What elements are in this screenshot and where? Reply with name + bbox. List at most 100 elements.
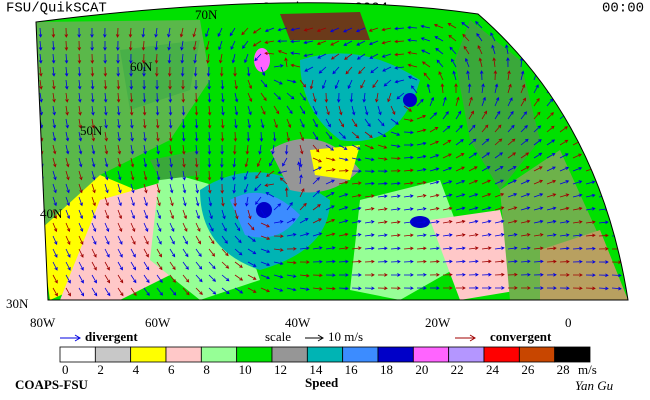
wind-arrow	[286, 247, 297, 251]
wind-arrow	[624, 168, 628, 172]
wind-arrow	[598, 273, 609, 278]
wind-arrow	[338, 131, 346, 139]
colorbar-bin	[377, 346, 414, 363]
wind-arrow	[234, 287, 244, 294]
wind-arrow	[129, 66, 133, 77]
wind-arrow	[142, 79, 146, 90]
wind-arrow	[533, 139, 542, 146]
wind-arrow	[598, 286, 609, 291]
wind-arrow	[129, 79, 134, 90]
wind-arrow	[234, 209, 239, 220]
wind-arrow	[78, 196, 83, 207]
wind-arrow	[115, 27, 120, 38]
wind-arrow	[194, 79, 198, 90]
wind-arrow	[156, 287, 163, 296]
wind-arrow	[218, 40, 223, 51]
wind-arrow	[39, 196, 44, 207]
wind-arrow	[104, 170, 109, 181]
colorbar-tick-label: 12	[274, 362, 287, 377]
wind-arrow	[546, 139, 556, 146]
wind-arrow	[143, 183, 148, 194]
wind-arrow	[611, 220, 622, 225]
wind-arrow	[390, 194, 401, 198]
wind-arrow	[546, 125, 555, 133]
wind-arrow	[77, 66, 82, 77]
wind-arrow	[481, 179, 491, 185]
wind-arrow	[494, 206, 505, 211]
wind-arrow	[78, 209, 84, 220]
wind-arrow	[546, 233, 557, 237]
wind-arrow	[572, 72, 580, 81]
wind-arrow	[598, 114, 608, 120]
wind-arrow	[143, 261, 150, 271]
wind-arrow	[463, 45, 470, 55]
wind-arrow	[338, 193, 349, 198]
wind-arrow	[142, 66, 146, 77]
wind-arrow	[598, 154, 609, 159]
wind-arrow	[377, 169, 388, 173]
wind-arrow	[624, 260, 628, 265]
wind-arrow	[344, 53, 353, 60]
wind-arrow	[221, 235, 228, 244]
wind-arrow	[195, 248, 202, 258]
wind-arrow	[156, 222, 162, 232]
wind-arrow	[299, 260, 310, 264]
wind-arrow	[442, 125, 451, 133]
wind-arrow	[572, 153, 582, 159]
wind-arrow	[299, 144, 304, 155]
wind-arrow	[116, 53, 120, 64]
wind-arrow	[364, 220, 375, 224]
wind-arrow	[420, 37, 431, 42]
wind-arrow	[494, 233, 505, 237]
wind-arrow	[130, 248, 136, 258]
wind-arrow	[169, 248, 176, 258]
wind-arrow	[481, 152, 491, 159]
wind-arrow	[279, 177, 288, 185]
wind-arrow	[129, 105, 134, 116]
wind-arrow	[507, 179, 517, 185]
wind-arrow	[351, 206, 362, 211]
wind-arrow	[221, 261, 230, 269]
wind-arrow	[156, 144, 160, 155]
wind-arrow	[312, 218, 322, 224]
wind-arrow	[478, 57, 483, 68]
wind-arrow	[169, 261, 176, 271]
wind-arrow	[494, 272, 505, 277]
wind-arrow	[533, 206, 544, 211]
wind-arrow	[390, 273, 401, 277]
colorbar-label: Speed	[305, 375, 339, 390]
wind-arrow	[572, 273, 583, 277]
wind-arrow	[377, 273, 388, 277]
wind-arrow	[78, 261, 84, 271]
wind-arrow	[312, 204, 321, 211]
wind-arrow	[624, 76, 628, 81]
wind-arrow	[544, 18, 549, 29]
colorbar-bin	[94, 346, 132, 363]
wind-arrow	[299, 131, 305, 142]
wind-arrow	[90, 92, 95, 103]
wind-arrow	[52, 183, 57, 194]
wind-arrow	[91, 287, 98, 297]
wind-arrow	[330, 53, 340, 60]
wind-arrow	[78, 144, 83, 155]
wind-arrow	[65, 209, 71, 220]
wind-arrow	[416, 141, 427, 146]
wind-arrow	[507, 152, 517, 159]
colorbar-tick-label: 26	[521, 362, 535, 377]
wind-arrow	[273, 248, 284, 252]
wind-arrow	[468, 286, 479, 290]
wind-arrow	[416, 194, 427, 198]
wind-arrow	[143, 157, 148, 168]
wind-arrow	[611, 128, 622, 133]
wind-arrow	[624, 247, 628, 251]
wind-arrow	[141, 53, 146, 64]
colorbar-tick-label: 4	[133, 362, 140, 377]
wind-arrow	[442, 193, 453, 198]
wind-arrow	[611, 273, 622, 278]
wind-arrow	[468, 272, 479, 277]
wind-arrow	[403, 118, 414, 123]
wind-arrow	[220, 157, 224, 168]
wind-arrow	[420, 24, 431, 29]
wind-arrow	[611, 75, 621, 81]
wind-arrow	[520, 97, 526, 107]
